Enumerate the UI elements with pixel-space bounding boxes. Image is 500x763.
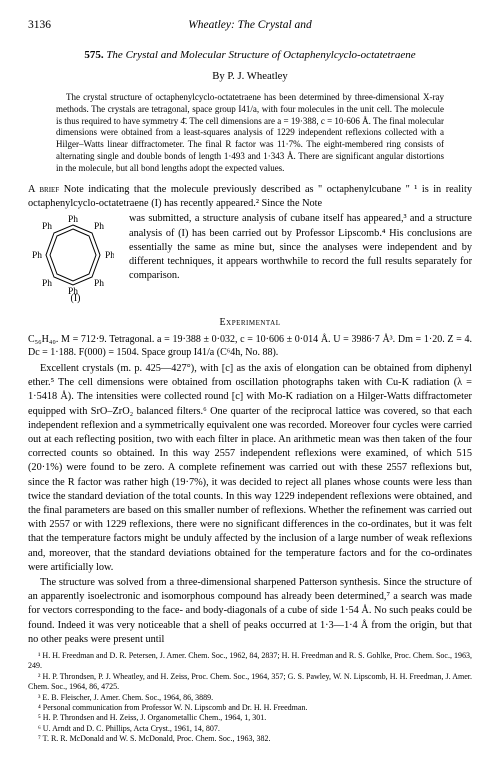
ref-3: ³ E. B. Fleischer, J. Amer. Chem. Soc., … bbox=[28, 693, 472, 703]
ph-label-7: Ph bbox=[42, 222, 52, 232]
experimental-p1: Excellent crystals (m. p. 425—427°), wit… bbox=[28, 362, 472, 575]
page-container: 3136 Wheatley: The Crystal and 575. The … bbox=[0, 0, 500, 763]
octagon-svg: Ph Ph Ph Ph Ph Ph Ph Ph bbox=[32, 214, 114, 296]
octagon-inner bbox=[50, 229, 96, 281]
author-line: By P. J. Wheatley bbox=[28, 69, 472, 84]
octagon-outer bbox=[46, 225, 100, 285]
octagon-diagram: Ph Ph Ph Ph Ph Ph Ph Ph bbox=[32, 214, 114, 296]
body-text: A brief Note indicating that the molecul… bbox=[28, 183, 472, 745]
abstract-text: The crystal structure of octaphenylcyclo… bbox=[56, 92, 444, 175]
ref-2: ² H. P. Throndsen, P. J. Wheatley, and H… bbox=[28, 672, 472, 693]
ref-1: ¹ H. H. Freedman and D. R. Petersen, J. … bbox=[28, 651, 472, 672]
ph-label-5: Ph bbox=[42, 279, 52, 289]
structure-figure: Ph Ph Ph Ph Ph Ph Ph Ph (I) bbox=[28, 214, 123, 306]
ref-5: ⁵ H. P. Throndsen and H. Zeiss, J. Organ… bbox=[28, 713, 472, 723]
ph-label-0: Ph bbox=[68, 215, 78, 225]
ph-label-4: Ph bbox=[68, 287, 78, 296]
intro-p1: Note indicating that the molecule previo… bbox=[28, 184, 472, 209]
references-block: ¹ H. H. Freedman and D. R. Petersen, J. … bbox=[28, 651, 472, 745]
ph-label-2: Ph bbox=[105, 251, 114, 261]
article-title: 575. The Crystal and Molecular Structure… bbox=[28, 48, 472, 63]
article-main-title: The Crystal and Molecular Structure of O… bbox=[106, 49, 415, 61]
experimental-p2: The structure was solved from a three-di… bbox=[28, 576, 472, 647]
ref-6: ⁶ U. Arndt and D. C. Phillips, Acta Crys… bbox=[28, 724, 472, 734]
running-title: Wheatley: The Crystal and bbox=[76, 18, 472, 34]
intro-para-1: A brief Note indicating that the molecul… bbox=[28, 183, 472, 211]
abstract-block: The crystal structure of octaphenylcyclo… bbox=[56, 92, 444, 175]
ph-label-1: Ph bbox=[94, 222, 104, 232]
ph-label-3: Ph bbox=[94, 279, 104, 289]
ref-4: ⁴ Personal communication from Professor … bbox=[28, 703, 472, 713]
intro-lead: A brief bbox=[28, 184, 59, 195]
page-number: 3136 bbox=[28, 18, 76, 34]
experimental-headline: C₅₆H₄₀. M = 712·9. Tetragonal. a = 19·38… bbox=[28, 333, 472, 360]
ph-label-6: Ph bbox=[32, 251, 42, 261]
experimental-heading: Experimental bbox=[28, 316, 472, 330]
article-number: 575. bbox=[84, 49, 103, 61]
page-header: 3136 Wheatley: The Crystal and bbox=[28, 18, 472, 34]
ref-7: ⁷ T. R. R. McDonald and W. S. McDonald, … bbox=[28, 734, 472, 744]
